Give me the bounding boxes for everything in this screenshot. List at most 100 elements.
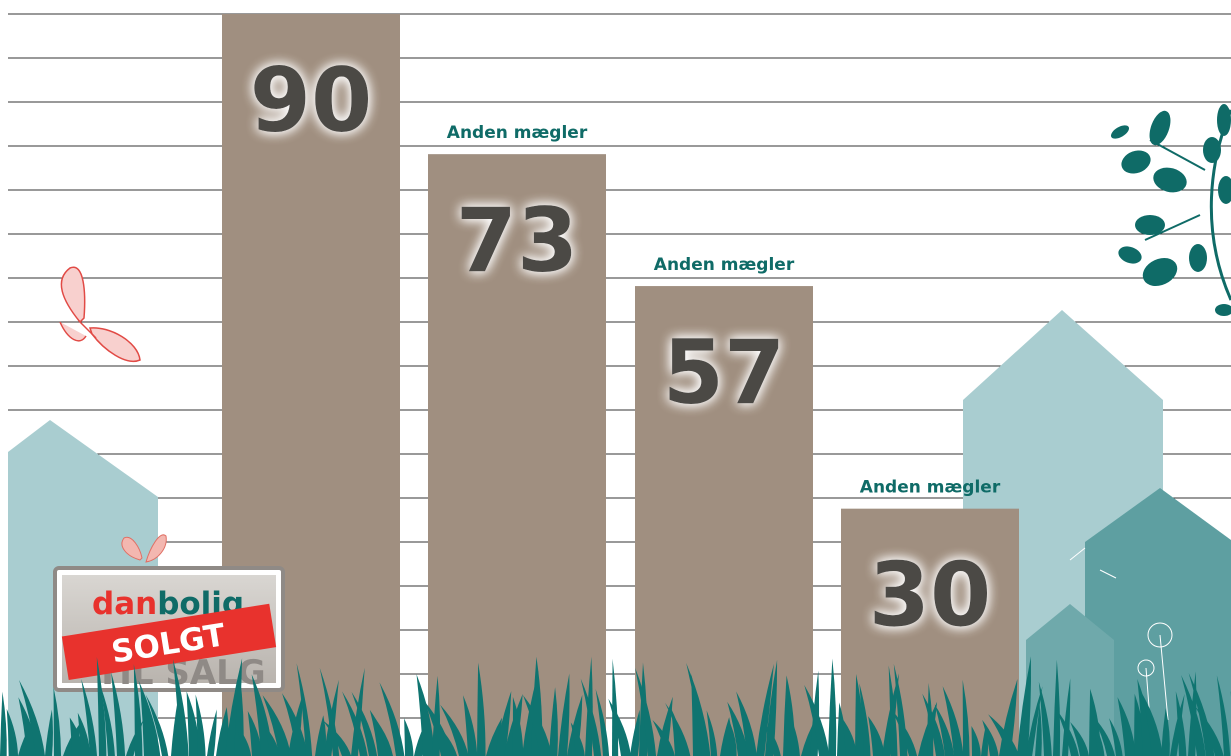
grass-blade: [570, 722, 585, 756]
grass-blade: [296, 663, 313, 756]
grass-blade: [477, 662, 486, 756]
grass-blade: [463, 695, 478, 756]
bar-value-label: 30: [869, 544, 991, 647]
grass-blade: [247, 710, 263, 756]
grass-blade: [207, 709, 217, 756]
grass-blade: [432, 720, 458, 756]
grass-blade: [756, 663, 774, 756]
plant-illustration: [1110, 104, 1231, 316]
grass-blade: [786, 706, 800, 756]
grass-blade: [351, 667, 365, 756]
bar-category-label: Anden mægler: [447, 123, 588, 143]
grass-blade: [1053, 659, 1061, 756]
grass-blade: [706, 710, 718, 756]
grass-blade: [235, 724, 252, 756]
grass-blade: [855, 673, 865, 756]
grass-blade: [888, 665, 898, 756]
svg-text:danbolig: danbolig: [92, 586, 244, 622]
grass-blade: [186, 691, 201, 756]
bar-labels-group: Anden mægler Anden mægler Anden mægler: [447, 123, 1001, 498]
grass-blade: [282, 693, 308, 756]
grass-blade: [495, 691, 512, 756]
grass-blade: [369, 709, 389, 756]
bar-category-label: Anden mægler: [860, 478, 1001, 498]
grass-blade: [841, 717, 857, 756]
grass-blade: [351, 691, 378, 756]
grass-blade: [404, 718, 414, 756]
grass-blade: [608, 698, 631, 756]
grass-blade: [264, 725, 280, 756]
grass-blade: [962, 679, 970, 756]
grass-blade: [1092, 715, 1115, 756]
grass-blade: [891, 708, 918, 756]
grass-blade: [657, 696, 673, 756]
grass-blade: [942, 686, 964, 756]
grass-blade: [1216, 675, 1231, 756]
grass-blade: [1161, 708, 1170, 756]
grass-blade: [762, 719, 781, 756]
grass-blade: [1109, 718, 1123, 756]
grass-blade: [342, 691, 368, 756]
grass-blade: [111, 671, 126, 756]
grass-blade: [1026, 686, 1043, 756]
grass-blade: [1137, 678, 1154, 756]
bar: [428, 154, 606, 756]
bar-value-label: 57: [663, 321, 785, 424]
bar-value-label: 90: [250, 49, 372, 152]
grass-blade: [580, 678, 602, 756]
grass-blade: [145, 694, 169, 756]
grass-blade: [6, 708, 19, 756]
grass-blade: [1117, 697, 1136, 756]
grass-blade: [379, 682, 405, 756]
grass-blade: [69, 717, 84, 756]
grass-blade: [195, 694, 206, 756]
bar: [635, 286, 813, 756]
grass-blade: [77, 712, 91, 756]
grass-blade: [1181, 675, 1206, 756]
grass-blade: [922, 693, 945, 756]
grass-blade: [138, 680, 161, 756]
grass-blade: [934, 704, 955, 756]
grass-blade: [828, 658, 837, 756]
grass-blade: [859, 683, 871, 756]
grass-blade: [635, 667, 657, 756]
grass-blade: [53, 686, 62, 756]
grass-blade: [971, 725, 981, 756]
grass-blade: [1017, 656, 1032, 756]
grass-blade: [988, 714, 1020, 756]
grass-blade: [727, 701, 749, 756]
for-sale-sign: danbolig TIL SALG SOLGT: [53, 566, 285, 693]
grass-blade: [216, 707, 229, 756]
grass-blade: [652, 720, 675, 756]
grass-blade: [1038, 681, 1052, 756]
grass-blade: [686, 662, 711, 756]
grass-blade: [837, 702, 847, 756]
grass-blade: [18, 697, 38, 756]
grass-blade: [416, 674, 435, 756]
grass-blade: [549, 687, 558, 756]
small-butterfly-icon: [121, 534, 167, 563]
grass-blade: [868, 716, 885, 756]
grass-blade: [1035, 704, 1042, 756]
grass-blade: [96, 657, 107, 756]
grass-blade: [1070, 722, 1089, 756]
grass-blade: [612, 658, 619, 756]
bar-value-label: 73: [456, 189, 578, 292]
grass-blade: [729, 723, 737, 756]
grass-blade: [665, 702, 691, 756]
bar-values-group: 90 73 57 30: [250, 49, 991, 647]
grass-blade: [982, 719, 999, 756]
grass-blade: [1195, 706, 1224, 756]
grass-blade: [0, 691, 7, 756]
grass-blade: [315, 715, 327, 756]
grass-blade: [373, 716, 394, 756]
grass-illustration: [0, 656, 1231, 756]
grass-blade: [101, 687, 115, 756]
grass-blade: [630, 709, 640, 756]
grass-blade: [262, 695, 291, 756]
grass-blade: [512, 696, 524, 756]
grass-blade: [19, 679, 45, 756]
grass-blade: [440, 704, 469, 756]
